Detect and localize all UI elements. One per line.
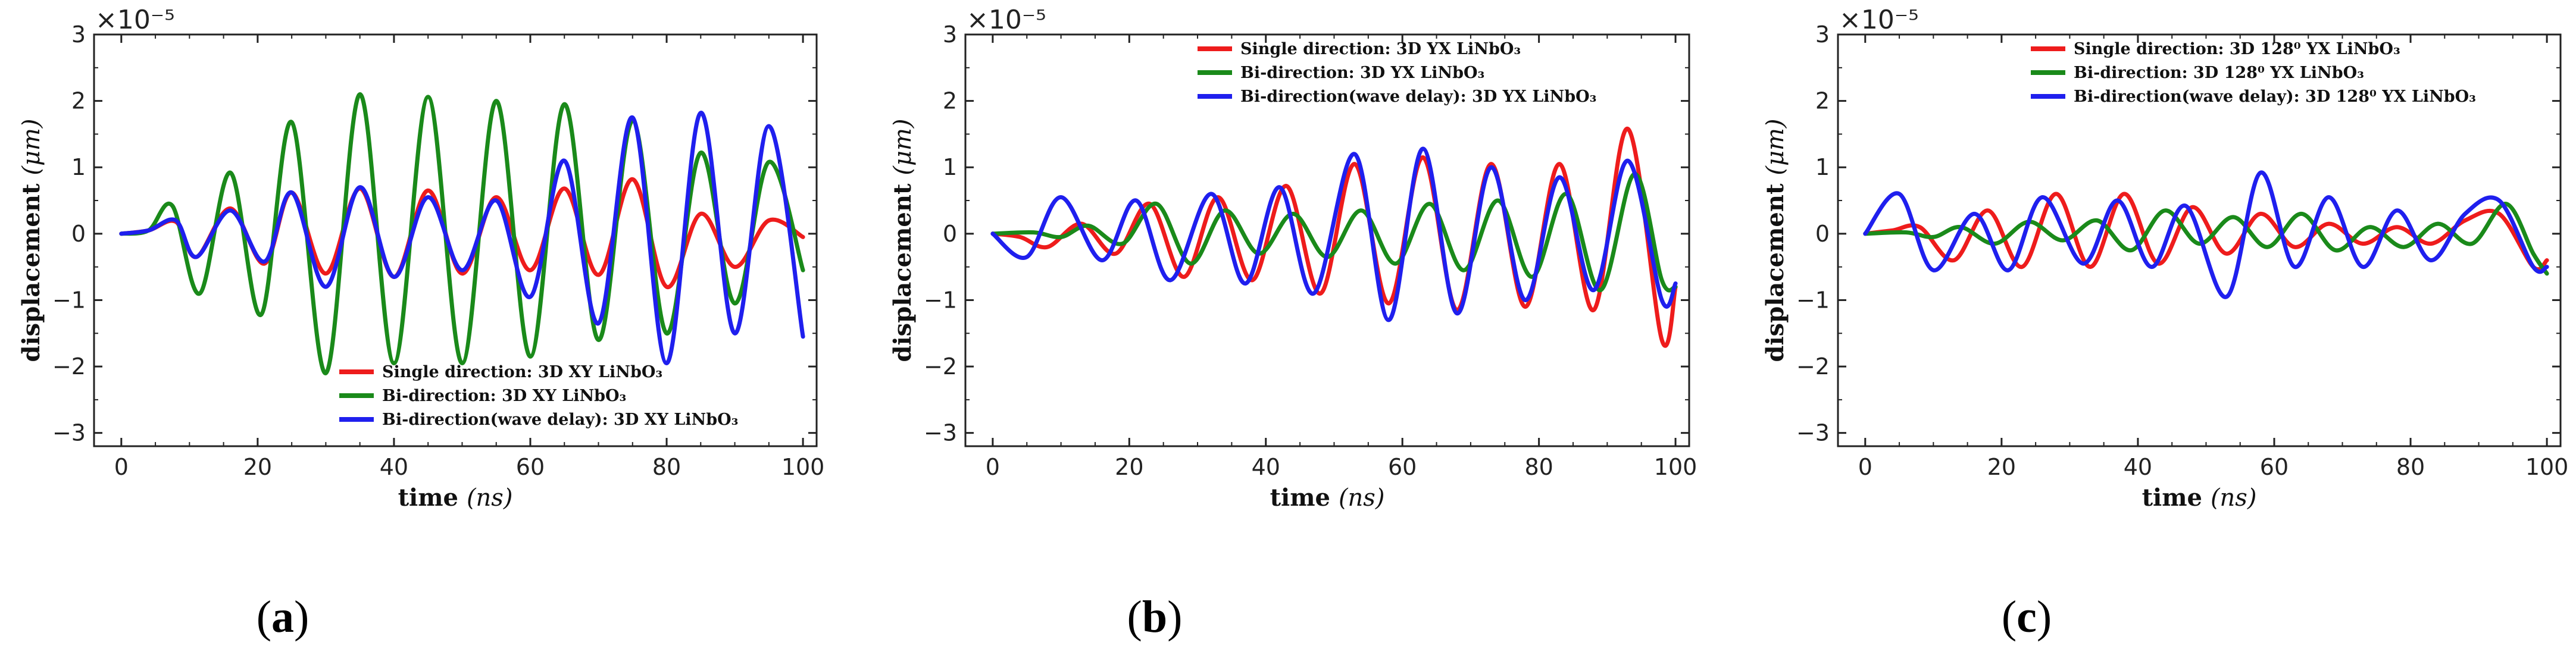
y-tick-label: 3 [71,21,86,48]
panel-label-open: ( [2002,592,2017,642]
plot-frame [1837,33,2562,447]
x-tick-label: 80 [652,454,681,480]
y-tick-label: −1 [52,287,86,313]
panel-label-close: ) [294,592,309,642]
x-tick-label: 80 [2396,454,2425,480]
chart-panel-a: 0 20 40 60 80 100 −3 −2 −1 0 1 2 3 ×10⁻⁵ time (ns) disp… [17,5,824,642]
y-tick-label: −3 [924,420,957,446]
x-tick-label: 80 [1524,454,1553,480]
x-tick-label: 60 [2260,454,2289,480]
panel-label-open: ( [1127,592,1142,642]
y-tick-label: 0 [1815,221,1830,247]
y-tick-label: −2 [924,353,957,380]
x-tick-label: 60 [1388,454,1417,480]
panel-label-open: ( [257,592,271,642]
panel-label-letter: b [1142,592,1167,642]
legend: Single direction: 3D YX LiNbO₃ Bi-directi… [1198,40,1596,106]
panel-label: (c) [2002,592,2052,642]
y-tick-label: 3 [1815,21,1830,48]
x-tick-label: 40 [1252,454,1280,480]
series-line-single [990,126,1678,348]
plot-frame [964,33,1690,447]
x-tick-label: 100 [2525,454,2569,480]
panel-label: (a) [257,592,310,642]
panel-label-letter: c [2017,592,2037,642]
x-tick-label: 20 [243,454,272,480]
exponent-label: ×10⁻⁵ [1839,5,1919,35]
x-tick-label: 20 [1115,454,1143,480]
x-tick-label: 40 [2124,454,2152,480]
y-axis-unit: (μm) [889,119,917,176]
y-axis-unit: (μm) [1762,119,1789,176]
x-axis-unit: (ns) [467,484,513,512]
y-tick-label: −2 [52,353,86,380]
x-tick-label: 100 [1654,454,1697,480]
y-tick-label: 2 [71,88,86,114]
series-line-delay [1863,170,2549,299]
series-line-bi [990,171,1678,293]
y-tick-label: 0 [71,221,86,247]
y-tick-label: −3 [1796,420,1830,446]
y-axis-label: displacement (μm) [17,119,45,362]
x-axis-label: time (ns) [2142,484,2257,512]
series-group [119,92,805,375]
legend-entry: Single direction: 3D XY LiNbO₃ [382,363,662,381]
legend-entry: Bi-direction: 3D 128⁰ YX LiNbO₃ [2074,64,2364,82]
series-line-delay [990,146,1678,322]
x-tick-label: 100 [781,454,825,480]
legend-entry: Bi-direction(wave delay): 3D YX LiNbO₃ [1240,87,1596,106]
chart-panel-b: 0 20 40 60 80 100 −3 −2 −1 0 1 2 3 ×10⁻⁵ time (ns) disp… [889,5,1697,642]
series-line-delay [119,111,805,366]
y-tick-label: 3 [943,21,957,48]
x-axis-label: time (ns) [398,484,513,512]
series-group [1863,170,2549,299]
legend-entry: Bi-direction: 3D XY LiNbO₃ [382,387,626,405]
y-tick-label: 2 [1815,88,1830,114]
x-tick-label: 0 [114,454,129,480]
legend-entry: Single direction: 3D 128⁰ YX LiNbO₃ [2074,40,2400,58]
x-tick-label: 40 [380,454,408,480]
plot-frame [93,33,818,447]
exponent-label: ×10⁻⁵ [967,5,1046,35]
x-tick-label: 60 [516,454,545,480]
y-tick-label: 1 [71,154,86,180]
x-tick-label: 0 [1858,454,1872,480]
series-line-single [1863,192,2549,272]
legend-entry: Bi-direction(wave delay): 3D XY LiNbO₃ [382,411,738,429]
y-tick-label: −2 [1796,353,1830,380]
y-axis-label: displacement (μm) [1761,119,1789,362]
chart-panel-c: 0 20 40 60 80 100 −3 −2 −1 0 1 2 3 ×10⁻⁵ time (ns) disp… [1761,5,2568,642]
legend: Single direction: 3D 128⁰ YX LiNbO₃ Bi-di… [2031,40,2476,106]
x-tick-label: 0 [986,454,1000,480]
panel-label-close: ) [1167,592,1182,642]
x-tick-label: 20 [1987,454,2016,480]
x-axis-unit: (ns) [2211,484,2257,512]
panel-label-close: ) [2037,592,2052,642]
x-axis-label: time (ns) [1270,484,1385,512]
panel-label: (b) [1127,592,1183,642]
y-axis-label: displacement (μm) [889,119,917,362]
legend-entry: Single direction: 3D YX LiNbO₃ [1240,40,1521,58]
y-tick-label: −1 [924,287,957,313]
y-tick-label: −3 [52,420,86,446]
y-tick-label: 1 [943,154,957,180]
legend: Single direction: 3D XY LiNbO₃ Bi-directi… [339,363,738,429]
legend-entry: Bi-direction: 3D YX LiNbO₃ [1240,64,1484,82]
y-tick-label: −1 [1796,287,1830,313]
x-axis-unit: (ns) [1339,484,1385,512]
legend-entry: Bi-direction(wave delay): 3D 128⁰ YX LiN… [2074,87,2476,106]
exponent-label: ×10⁻⁵ [95,5,175,35]
y-tick-label: 2 [943,88,957,114]
panel-label-letter: a [271,592,294,642]
series-group [990,126,1678,348]
y-axis-unit: (μm) [18,119,45,176]
y-tick-label: 1 [1815,154,1830,180]
y-tick-label: 0 [943,221,957,247]
series-line-bi [119,92,805,375]
